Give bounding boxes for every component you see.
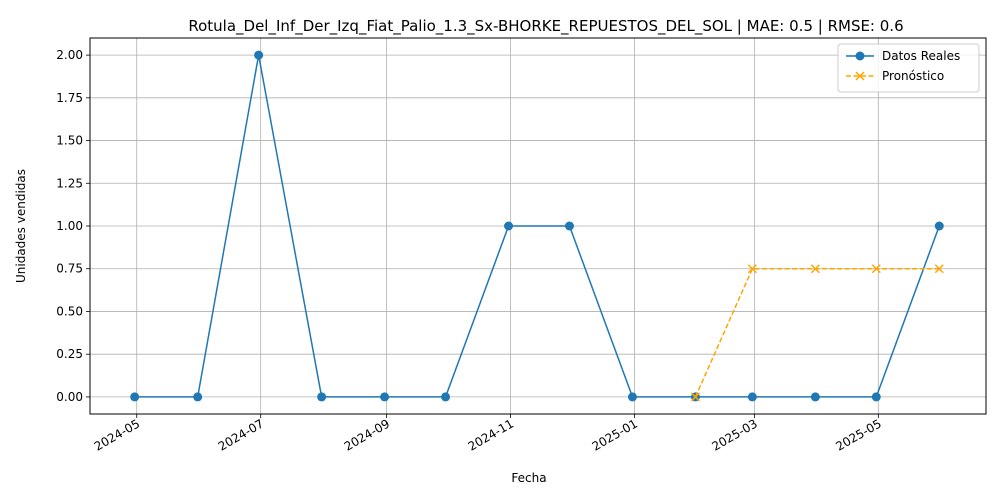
- data-point: [934, 221, 944, 231]
- x-tick-label: 2024-07: [216, 416, 266, 453]
- data-point: [627, 392, 637, 402]
- y-tick-label: 2.00: [56, 48, 83, 62]
- y-tick-label: 0.50: [56, 304, 83, 318]
- data-point: [254, 50, 264, 60]
- series-line-0: [134, 54, 940, 398]
- y-axis: 0.00 0.25 0.50 0.75 1.00 1.25 1.50 1.75 2.00: [56, 48, 90, 404]
- data-point: [130, 392, 140, 402]
- y-tick-label: 1.75: [56, 91, 83, 105]
- legend: Datos Reales Pronóstico: [837, 43, 980, 93]
- data-point: [441, 392, 451, 402]
- y-tick-label: 0.25: [56, 347, 83, 361]
- legend-label-real: Datos Reales: [882, 49, 960, 63]
- data-point: [317, 392, 327, 402]
- y-tick-label: 0.00: [56, 390, 83, 404]
- grid: [90, 38, 986, 414]
- y-tick-label: 1.25: [56, 176, 83, 190]
- data-point: [193, 392, 203, 402]
- data-point: [504, 221, 514, 231]
- x-tick-label: 2025-01: [590, 416, 640, 453]
- forecast-point: [810, 264, 820, 274]
- series-layer: [130, 50, 944, 402]
- y-tick-label: 0.75: [56, 262, 83, 276]
- forecast-point: [934, 264, 944, 274]
- forecast-point: [871, 264, 881, 274]
- x-tick-label: 2024-05: [92, 416, 142, 453]
- data-point: [747, 392, 757, 402]
- legend-marker-forecast: [855, 71, 865, 81]
- x-tick-label: 2025-03: [709, 416, 759, 453]
- data-point: [564, 221, 574, 231]
- y-tick-label: 1.50: [56, 134, 83, 148]
- x-tick-label: 2024-09: [342, 416, 392, 453]
- x-tick-label: 2025-05: [833, 416, 883, 453]
- x-axis: 2024-05 2024-07 2024-09 2024-11 2025-01 2025-…: [92, 414, 884, 454]
- legend-marker-real: [855, 51, 865, 61]
- data-point: [380, 392, 390, 402]
- forecast-point: [690, 392, 700, 402]
- y-axis-label: Unidades vendidas: [14, 169, 28, 283]
- y-tick-label: 1.00: [56, 219, 83, 233]
- chart-title: Rotula_Del_Inf_Der_Izq_Fiat_Palio_1.3_Sx…: [188, 17, 903, 36]
- data-point: [810, 392, 820, 402]
- forecast-point: [747, 264, 757, 274]
- x-axis-label: Fecha: [511, 471, 546, 485]
- series-line-1: [694, 267, 940, 398]
- x-tick-label: 2024-11: [466, 416, 516, 453]
- legend-label-forecast: Pronóstico: [882, 69, 944, 83]
- data-point: [871, 392, 881, 402]
